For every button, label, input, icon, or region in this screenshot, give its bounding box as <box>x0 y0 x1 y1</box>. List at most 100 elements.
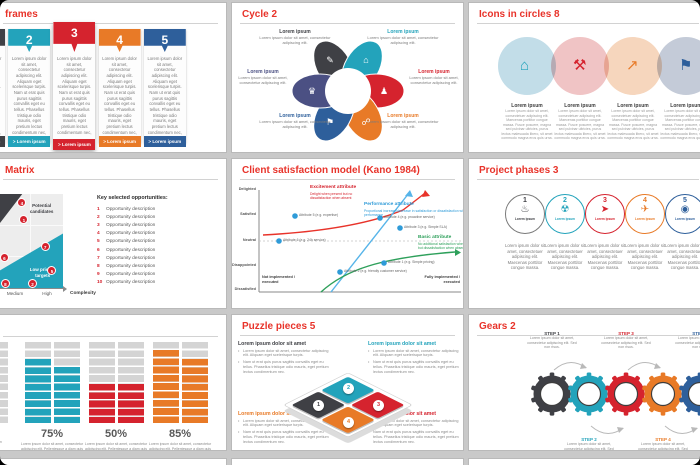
circle-caption-heading: Lorem ipsum <box>617 103 649 109</box>
slide-kano-thumbnail[interactable]: Client satisfaction model (Kano 1984) De… <box>231 158 464 309</box>
phase-body: Lorem ipsum dolor sit amet, consectetuer… <box>544 243 586 271</box>
slide-gears-thumbnail[interactable]: Gears 2 ST <box>468 314 700 451</box>
slide-phases-thumbnail[interactable]: Project phases 3 1 ♨ Lorem ipsum 2 ☢ Lor… <box>468 158 700 309</box>
legend-excitement-name: Excitement attribute <box>310 185 357 190</box>
y-tick-dissatisfied: Dissatisfied <box>234 287 256 291</box>
slide-puzzle-thumbnail[interactable]: Puzzle pieces 5 Lorem ipsum dolor sit am… <box>231 314 464 451</box>
key-list-title: Key selected opportunities: <box>97 195 168 201</box>
puzzle-block-bullet: Nam ut erat quis purus sagittis convalli… <box>368 360 462 375</box>
cycle-label-body: Lorem ipsum dolor sit amet, consectetur … <box>259 35 331 46</box>
puzzle-number-badge: 3 <box>373 400 384 411</box>
slide-matrix-thumbnail[interactable]: Matrix High priority targets Potential c… <box>0 158 227 309</box>
bar-caption-partial: Lorem ipsum dolor sit amet, consectetur … <box>0 431 5 449</box>
slide-partial-thumbnail[interactable] <box>0 458 227 465</box>
circle-shape <box>498 37 556 95</box>
key-row-number: 6 <box>97 247 100 253</box>
bar-caption: Lorem ipsum dolor sit amet, consectetur … <box>20 442 84 451</box>
zone-label-high: High priority targets <box>0 198 7 209</box>
kano-chart <box>258 190 461 293</box>
key-list-row: 2 Opportunity description <box>97 215 219 220</box>
cycle-label-body: Lorem ipsum dolor sit amet, consectetur … <box>238 75 288 86</box>
phase-circle: 4 ✈ Lorem ipsum <box>625 194 665 234</box>
puzzle-text-block: Lorem ipsum dolor sit amet Lorem ipsum d… <box>238 411 332 445</box>
x-label-right: Fully implemented / executed <box>424 275 460 284</box>
circle-shape <box>551 37 609 95</box>
slide-bars-thumbnail[interactable]: Lorem ipsum dolor sit amet, consectetur … <box>0 314 227 451</box>
y-tick-satisfied: Satisfied <box>240 212 256 216</box>
key-row-text: Opportunity description <box>106 279 156 285</box>
key-row-number: 4 <box>97 231 100 237</box>
key-list-row: 9 Opportunity description <box>97 272 219 277</box>
point-label: Attribute 5 (e.g. expertise) <box>299 213 339 217</box>
step-label: STEP 1 <box>544 331 560 336</box>
gear-step-block: STEP 4 Lorem ipsum dolor sit amet, conse… <box>635 437 691 450</box>
cycle-label-heading: Lorem ipsum <box>279 29 311 35</box>
legend-basic-name: Basic attribute <box>418 235 452 240</box>
banner-body-text: Lorem ipsum dolor sit amet, consectetur … <box>102 56 137 135</box>
y-tick-neutral: Neutral <box>242 238 256 242</box>
slide-title: Puzzle pieces 5 <box>242 321 316 332</box>
key-list-row: 10 Opportunity description <box>97 280 219 285</box>
opportunity-key-list: Key selected opportunities: 1 Opportunity… <box>97 195 219 285</box>
paper-plane-icon: ➤ <box>600 204 610 215</box>
key-row-text: Opportunity description <box>106 263 156 269</box>
circle-caption-body: Lorem ipsum dolor sit amet, consectetuer… <box>554 109 606 141</box>
key-row-number: 8 <box>97 263 100 269</box>
title-rule <box>477 23 699 24</box>
title-rule <box>240 179 455 180</box>
cycle-label-body: Lorem ipsum dolor sit amet, consectetur … <box>259 119 331 130</box>
step-body: Lorem ipsum dolor sit amet, consectetur … <box>675 336 700 350</box>
puzzle-block-heading: Lorem ipsum dolor sit amet <box>238 341 307 347</box>
gear-step-block: STEP 2 Lorem ipsum dolor sit amet, conse… <box>561 437 617 451</box>
bar-column <box>182 342 208 424</box>
cycle-label-heading: Lorem ipsum <box>247 69 279 75</box>
gear-step-block: STEP 5 Lorem ipsum dolor sit amet, conse… <box>672 331 700 350</box>
percent-value: 75% <box>40 428 64 440</box>
bar-fill <box>118 383 144 424</box>
key-row-text: Opportunity description <box>106 239 156 245</box>
key-row-number: 2 <box>97 215 100 221</box>
phase-circle: 2 ☢ Lorem ipsum <box>545 194 585 234</box>
banner-card: 4 Lorem ipsum dolor sit amet, consectetu… <box>98 29 141 148</box>
phase-circle: 1 ♨ Lorem ipsum <box>505 194 545 234</box>
cycle-label-heading: Lorem ipsum <box>387 113 419 119</box>
banner-body-text: Lorem ipsum dolor sit amet, consectetur … <box>11 56 47 135</box>
banner-body-text: Lorem ipsum dolor sit amet, consectetur … <box>147 56 183 135</box>
slide-icons-circles-thumbnail[interactable]: Icons in circles 8 ⌂ ⚒ ↗ ⚑ Lorem ipsum L… <box>468 2 700 153</box>
slide-frames-thumbnail[interactable]: frames 1 Lorem ipsum dolor sit amet, con… <box>0 2 227 153</box>
banner-cta: > Lorem ipsum <box>143 136 186 148</box>
gear-icon <box>677 371 700 417</box>
step-label: STEP 3 <box>618 331 634 336</box>
title-rule <box>240 335 455 336</box>
circle-caption: Lorem ipsum Lorem ipsum dolor sit amet, … <box>660 103 700 141</box>
banner-cta: > Lorem ipsum <box>8 136 51 148</box>
matrix-dot: 4 <box>17 197 27 207</box>
radiation-icon: ☢ <box>560 204 570 215</box>
zone-label-low: Low priority targets <box>29 267 56 278</box>
circle-caption: Lorem ipsum Lorem ipsum dolor sit amet, … <box>554 103 606 141</box>
y-tick-disappointed: Disappointed <box>232 263 257 267</box>
priority-matrix-plot: High priority targets Potential candidat… <box>0 194 63 288</box>
crown-icon: ♛ <box>308 86 316 96</box>
slide-cycle-thumbnail[interactable]: Cycle 2 ✎ ⌂ ♟ ☍ ⚑ ♛ Lorem ipsum Lorem ip… <box>231 2 464 153</box>
slide-partial-thumbnail[interactable] <box>468 458 700 465</box>
phase-label: Lorem ipsum <box>634 217 655 221</box>
slide-title: Icons in circles 8 <box>479 9 560 20</box>
phase-label: Lorem ipsum <box>674 217 695 221</box>
x-axis-line <box>0 288 63 289</box>
grid-line <box>30 194 32 288</box>
matrix-dot: 6 <box>0 253 9 263</box>
puzzle-block-bullet: Lorem ipsum dolor sit amet, consectetur … <box>238 349 332 359</box>
step-body: Lorem ipsum dolor sit amet, consectetur … <box>564 442 614 451</box>
banner-row: 1 Lorem ipsum dolor sit amet, consectetu… <box>0 22 223 152</box>
cycle-label: Lorem ipsum Lorem ipsum dolor sit amet, … <box>400 69 463 85</box>
slide-partial-thumbnail[interactable] <box>231 458 464 465</box>
circle-caption-heading: Lorem ipsum <box>511 103 543 109</box>
x-axis-arrow <box>63 285 67 292</box>
key-row-number: 5 <box>97 239 100 245</box>
airplane-icon: ✈ <box>640 204 650 215</box>
point-label: Attribute 4 (e.g. proactive service) <box>384 215 435 219</box>
y-tick-delighted: Delighted <box>238 187 256 191</box>
title-rule <box>477 335 699 336</box>
slide-title: Project phases 3 <box>479 165 559 176</box>
